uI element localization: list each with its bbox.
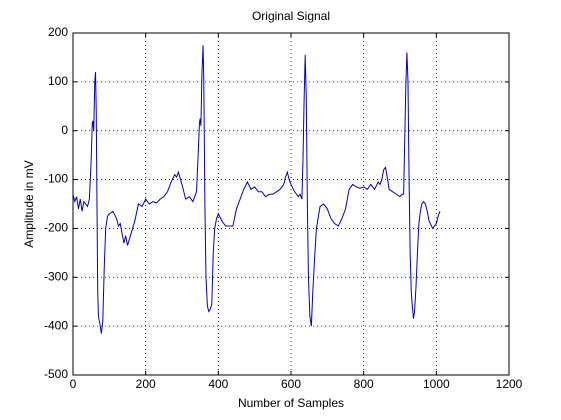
x-tick-label: 1000 (423, 377, 450, 391)
x-tick-label: 400 (208, 377, 228, 391)
chart-title: Original Signal (252, 9, 330, 23)
y-tick-label: -300 (44, 269, 68, 283)
x-tick-label: 0 (70, 377, 77, 391)
y-tick-label: 100 (48, 74, 68, 88)
signal-line (72, 45, 441, 334)
y-tick-label: -400 (44, 318, 68, 332)
x-tick-label: 800 (354, 377, 374, 391)
x-tick-label: 1200 (496, 377, 523, 391)
x-tick-label: 200 (136, 377, 156, 391)
y-tick-label: -100 (44, 172, 68, 186)
y-tick-label: -500 (44, 367, 68, 381)
y-tick-label: 0 (61, 123, 68, 137)
y-axis-label: Amplitude in mV (22, 160, 36, 247)
y-tick-label: -200 (44, 221, 68, 235)
x-tick-label: 600 (281, 377, 301, 391)
plot-frame (72, 32, 510, 376)
x-axis-label: Number of Samples (238, 396, 344, 410)
y-tick-label: 200 (48, 25, 68, 39)
